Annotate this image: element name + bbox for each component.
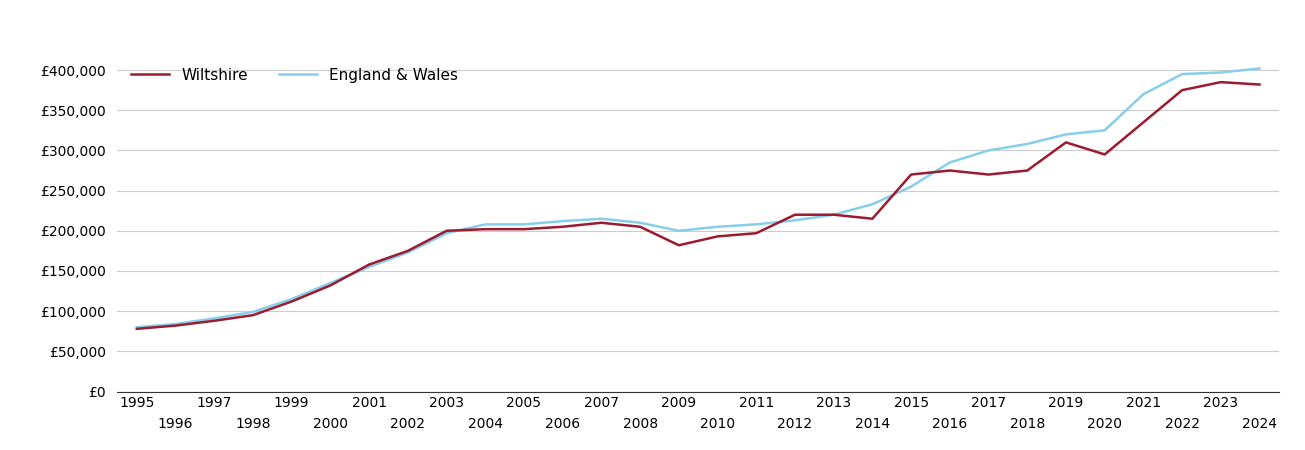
Wiltshire bbox=[478, 226, 493, 232]
Wiltshire bbox=[1019, 168, 1035, 173]
Wiltshire bbox=[903, 172, 919, 177]
Wiltshire bbox=[981, 172, 997, 177]
Wiltshire bbox=[671, 243, 686, 248]
England & Wales bbox=[594, 216, 609, 221]
Wiltshire bbox=[361, 262, 377, 267]
Wiltshire bbox=[710, 234, 726, 239]
England & Wales bbox=[903, 184, 919, 189]
England & Wales bbox=[555, 218, 570, 224]
England & Wales bbox=[942, 160, 958, 165]
England & Wales bbox=[671, 228, 686, 234]
England & Wales bbox=[632, 220, 647, 225]
England & Wales bbox=[361, 264, 377, 270]
England & Wales bbox=[438, 230, 454, 236]
Wiltshire bbox=[438, 228, 454, 234]
Wiltshire bbox=[1174, 87, 1190, 93]
Wiltshire bbox=[1058, 140, 1074, 145]
Wiltshire bbox=[1096, 152, 1112, 157]
Wiltshire bbox=[555, 224, 570, 230]
Wiltshire bbox=[1251, 82, 1267, 87]
England & Wales bbox=[322, 280, 338, 286]
Wiltshire bbox=[942, 168, 958, 173]
Wiltshire bbox=[245, 312, 261, 318]
Wiltshire bbox=[826, 212, 842, 217]
Wiltshire bbox=[517, 226, 532, 232]
England & Wales bbox=[478, 222, 493, 227]
England & Wales bbox=[1096, 128, 1112, 133]
England & Wales bbox=[1212, 70, 1228, 75]
England & Wales bbox=[245, 309, 261, 315]
England & Wales bbox=[826, 212, 842, 217]
England & Wales bbox=[865, 202, 881, 207]
England & Wales bbox=[981, 148, 997, 153]
England & Wales bbox=[1174, 72, 1190, 77]
Wiltshire bbox=[399, 248, 415, 254]
Wiltshire bbox=[322, 283, 338, 288]
England & Wales bbox=[399, 250, 415, 255]
Wiltshire bbox=[283, 299, 299, 304]
Wiltshire bbox=[1135, 120, 1151, 125]
England & Wales bbox=[748, 222, 763, 227]
Line: England & Wales: England & Wales bbox=[137, 68, 1259, 327]
England & Wales bbox=[206, 316, 222, 321]
England & Wales bbox=[710, 224, 726, 230]
England & Wales bbox=[283, 297, 299, 302]
England & Wales bbox=[1135, 91, 1151, 97]
Wiltshire bbox=[206, 318, 222, 324]
England & Wales bbox=[168, 321, 184, 327]
England & Wales bbox=[129, 324, 145, 330]
England & Wales bbox=[1251, 66, 1267, 71]
Wiltshire bbox=[1212, 79, 1228, 85]
England & Wales bbox=[1058, 132, 1074, 137]
Wiltshire bbox=[787, 212, 803, 217]
Wiltshire bbox=[594, 220, 609, 225]
Line: Wiltshire: Wiltshire bbox=[137, 82, 1259, 329]
Wiltshire bbox=[129, 326, 145, 332]
Wiltshire bbox=[632, 224, 647, 230]
England & Wales bbox=[787, 218, 803, 223]
Wiltshire bbox=[748, 230, 763, 236]
England & Wales bbox=[517, 222, 532, 227]
England & Wales bbox=[1019, 141, 1035, 147]
Legend: Wiltshire, England & Wales: Wiltshire, England & Wales bbox=[125, 62, 465, 89]
Wiltshire bbox=[865, 216, 881, 221]
Wiltshire bbox=[168, 323, 184, 328]
